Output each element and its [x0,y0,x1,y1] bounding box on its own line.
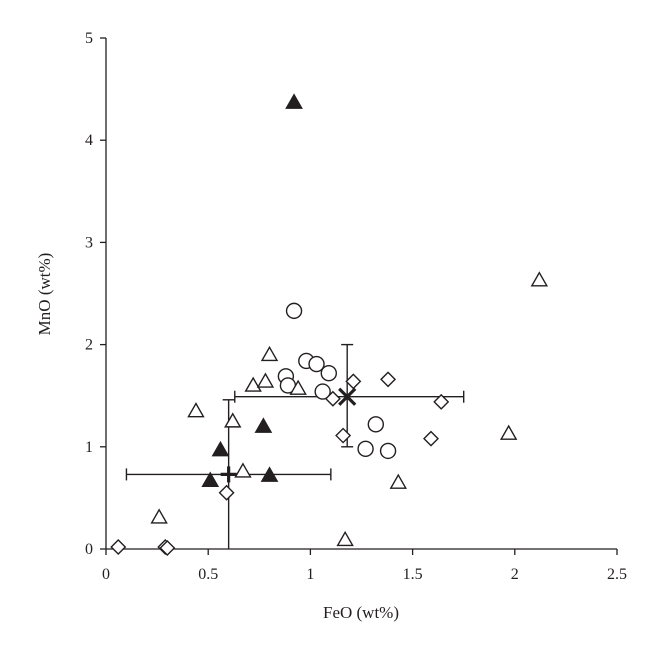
data-point-diamond [335,427,352,444]
data-points [110,93,549,556]
data-point-diamond [110,538,127,555]
data-point-diamond [218,484,235,501]
data-point-triangle [150,508,168,524]
ticks: 0 0.5 1 1.5 2 2.5 0 1 2 3 4 5 [85,30,627,583]
data-point-filled-triangle [201,471,220,488]
data-point-filled-triangle [260,466,279,482]
data-point-triangle [224,412,242,428]
data-point-triangle [530,271,549,287]
x-tick-label: 1 [306,566,314,583]
y-tick-label: 5 [85,30,93,47]
x-axis-title: FeO (wt%) [323,603,399,622]
x-tick-label: 1.5 [403,566,423,583]
data-point-circle [320,365,337,382]
data-point-diamond [345,373,362,390]
data-point-triangle [256,372,275,388]
y-tick-label: 4 [85,132,93,149]
data-point-circle [367,416,385,433]
data-point-filled-triangle [254,417,273,433]
y-tick-label: 2 [85,337,93,354]
y-tick-label: 3 [85,234,93,251]
data-point-circle [285,302,303,320]
x-tick-label: 2.5 [607,566,627,583]
y-tick-label: 0 [85,541,93,558]
cross-marker [338,387,357,406]
data-point-filled-triangle [285,93,303,109]
data-point-diamond [380,371,397,388]
y-axis-title: MnO (wt%) [35,253,54,336]
x-tick-label: 0.5 [198,566,218,583]
data-point-triangle [499,424,518,440]
data-point-circle [357,440,374,458]
data-point-filled-triangle [211,440,230,457]
data-point-triangle [244,376,262,392]
x-tick-label: 2 [511,566,519,583]
data-point-circle [379,442,397,460]
data-point-diamond [433,393,450,410]
summary-markers [220,387,357,483]
data-point-triangle [289,379,307,395]
axes [105,38,617,550]
error-bars [125,343,465,549]
y-tick-label: 1 [85,439,93,456]
data-point-triangle [336,530,354,547]
data-point-diamond [423,430,439,447]
data-point-diamond [324,390,341,407]
x-tick-label: 0 [102,566,110,583]
data-point-diamond [159,539,176,556]
data-point-circle [314,383,331,400]
data-point-triangle [187,402,205,418]
data-point-triangle [260,345,279,362]
data-point-triangle [389,473,407,489]
data-point-circle [308,355,325,373]
data-point-triangle [234,462,252,478]
